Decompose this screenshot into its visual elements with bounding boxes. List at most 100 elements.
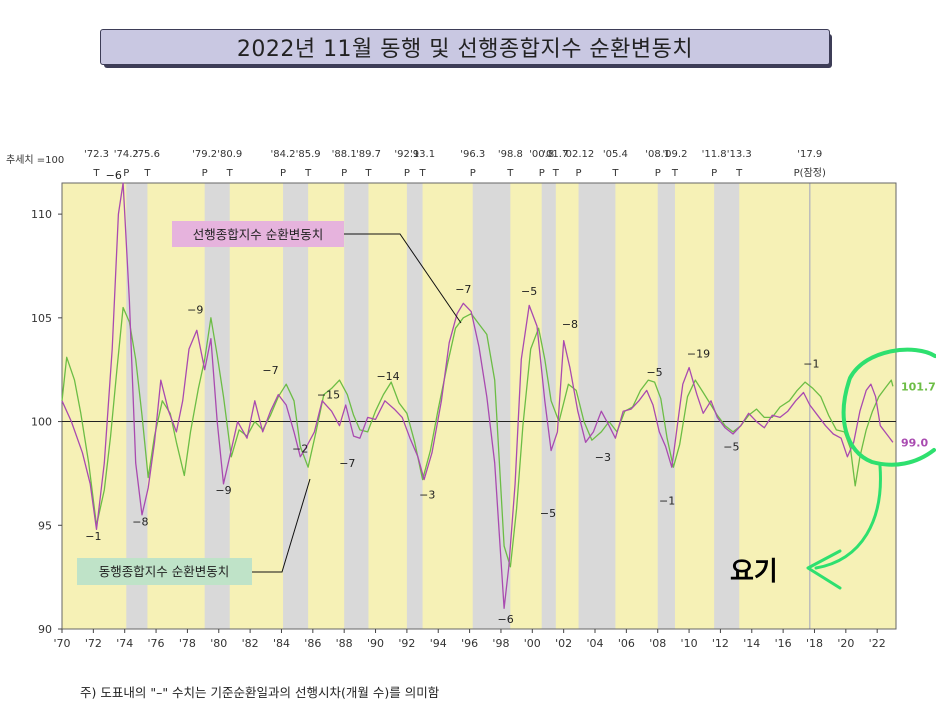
y-tick-label: 110 — [31, 208, 52, 221]
x-tick-label: '20 — [837, 637, 854, 650]
turning-point-type: P — [576, 168, 582, 179]
turning-point-date: '88.1 — [332, 149, 357, 160]
turning-point-type: T — [92, 168, 100, 179]
y-tick-label: 105 — [31, 312, 52, 325]
x-tick-label: '02 — [555, 637, 572, 650]
lead-time-label: −8 — [562, 318, 578, 331]
x-tick-label: '18 — [806, 637, 823, 650]
contraction-band — [714, 183, 740, 629]
lead-time-label: −5 — [540, 507, 556, 520]
y-tick-label: 100 — [31, 416, 52, 429]
contraction-band — [344, 183, 369, 629]
x-tick-label: '96 — [461, 637, 478, 650]
lead-time-label: −19 — [687, 347, 710, 360]
turning-point-type: T — [304, 168, 312, 179]
turning-point-date: '93.1 — [410, 149, 435, 160]
turning-point-type: P — [202, 168, 208, 179]
coincident-callout-label: 동행종합지수 순환변동치 — [99, 564, 229, 579]
lead-time-label: −15 — [317, 389, 340, 402]
coincident-end-value: 101.7 — [901, 380, 936, 393]
x-tick-label: '04 — [586, 637, 603, 650]
y-axis-label: 추세치 =100 — [6, 154, 64, 166]
lead-time-label: −9 — [187, 304, 203, 317]
lead-time-label: −3 — [595, 451, 611, 464]
x-tick-label: '78 — [179, 637, 196, 650]
x-tick-label: '84 — [273, 637, 290, 650]
turning-point-date: '89.7 — [356, 149, 381, 160]
x-tick-label: '10 — [681, 637, 698, 650]
turning-point-type: T — [226, 168, 234, 179]
lead-time-label: −7 — [262, 364, 278, 377]
x-tick-label: '70 — [53, 637, 70, 650]
leading-callout-label: 선행종합지수 순환변동치 — [193, 227, 323, 242]
turning-point-date: '13.3 — [727, 149, 752, 160]
x-tick-label: '86 — [304, 637, 321, 650]
lead-time-label: −7 — [455, 283, 471, 296]
lead-time-label: −5 — [646, 366, 662, 379]
contraction-band — [541, 183, 556, 629]
lead-time-label: −5 — [521, 285, 537, 298]
turning-point-type: T — [143, 168, 151, 179]
x-tick-label: '22 — [869, 637, 886, 650]
x-tick-label: '98 — [492, 637, 509, 650]
turning-point-type: P(잠정) — [794, 167, 826, 179]
lead-time-label: −1 — [85, 530, 101, 543]
x-tick-label: '72 — [85, 637, 102, 650]
coincident-callout-box — [77, 558, 252, 585]
lead-time-label: −5 — [723, 441, 739, 454]
y-tick-label: 90 — [38, 623, 52, 636]
turning-point-date: '01.7 — [543, 149, 568, 160]
x-tick-label: '90 — [367, 637, 384, 650]
x-tick-label: '76 — [148, 637, 165, 650]
lead-time-label: −9 — [215, 484, 231, 497]
lead-time-label: −6 — [498, 613, 514, 626]
x-tick-label: '94 — [430, 637, 447, 650]
turning-point-date: '72.3 — [84, 149, 109, 160]
turning-point-date: '85.9 — [296, 149, 321, 160]
chart-svg: 90 95 100 105 110 추세치 =100 '70 '72 '74 '76 '78 '80 '… — [6, 149, 936, 650]
turning-point-type: T — [364, 168, 372, 179]
turning-point-date: '96.3 — [460, 149, 485, 160]
footnote: 주) 도표내의 "–" 수치는 기준순환일과의 선행시차(개월 수)를 의미함 — [80, 685, 440, 700]
lead-time-label: −6 — [106, 169, 122, 182]
handwritten-note: 요기 — [730, 557, 778, 587]
turning-point-date: '17.9 — [797, 149, 822, 160]
turning-point-date: '79.2 — [192, 149, 217, 160]
lead-time-label: −1 — [803, 358, 819, 371]
lead-time-label: −2 — [292, 443, 308, 456]
turning-point-date: '11.8 — [702, 149, 727, 160]
turning-point-type: T — [419, 168, 427, 179]
x-tick-label: '74 — [116, 637, 133, 650]
chart-title-box: 2022년 11월 동행 및 선행종합지수 순환변동치 — [100, 29, 830, 65]
turning-point-type: T — [611, 168, 619, 179]
turning-point-date: '92.1 — [394, 149, 419, 160]
y-tick-label: 95 — [38, 519, 52, 532]
highlight-arrow-head — [806, 549, 842, 590]
coincident-index-line — [61, 306, 894, 568]
contraction-band — [578, 183, 616, 629]
turning-point-type: P — [123, 168, 129, 179]
turning-point-date: '08.1 — [645, 149, 670, 160]
turning-point-type: P — [280, 168, 286, 179]
coincident-callout-pointer — [252, 478, 311, 573]
x-tick-label: '00 — [524, 637, 541, 650]
x-tick-label: '06 — [618, 637, 635, 650]
turning-point-date: '00.8 — [529, 149, 554, 160]
turning-point-date: '98.8 — [498, 149, 523, 160]
turning-point-date: '02.12 — [563, 149, 594, 160]
highlight-arrow-shaft — [814, 464, 882, 570]
leading-callout-box — [172, 221, 344, 247]
leading-end-value: 99.0 — [901, 436, 928, 449]
turning-point-date: '84.2 — [271, 149, 296, 160]
turning-point-type: P — [341, 168, 347, 179]
lead-time-label: −1 — [659, 495, 675, 508]
x-tick-label: '12 — [712, 637, 729, 650]
turning-point-date: '80.9 — [217, 149, 242, 160]
highlight-circle — [841, 347, 936, 467]
lead-time-label: −3 — [419, 488, 435, 501]
turning-point-type: T — [671, 168, 679, 179]
turning-point-type: T — [506, 168, 514, 179]
turning-point-type: P — [655, 168, 661, 179]
x-tick-label: '16 — [775, 637, 792, 650]
turning-point-type: T — [552, 168, 560, 179]
